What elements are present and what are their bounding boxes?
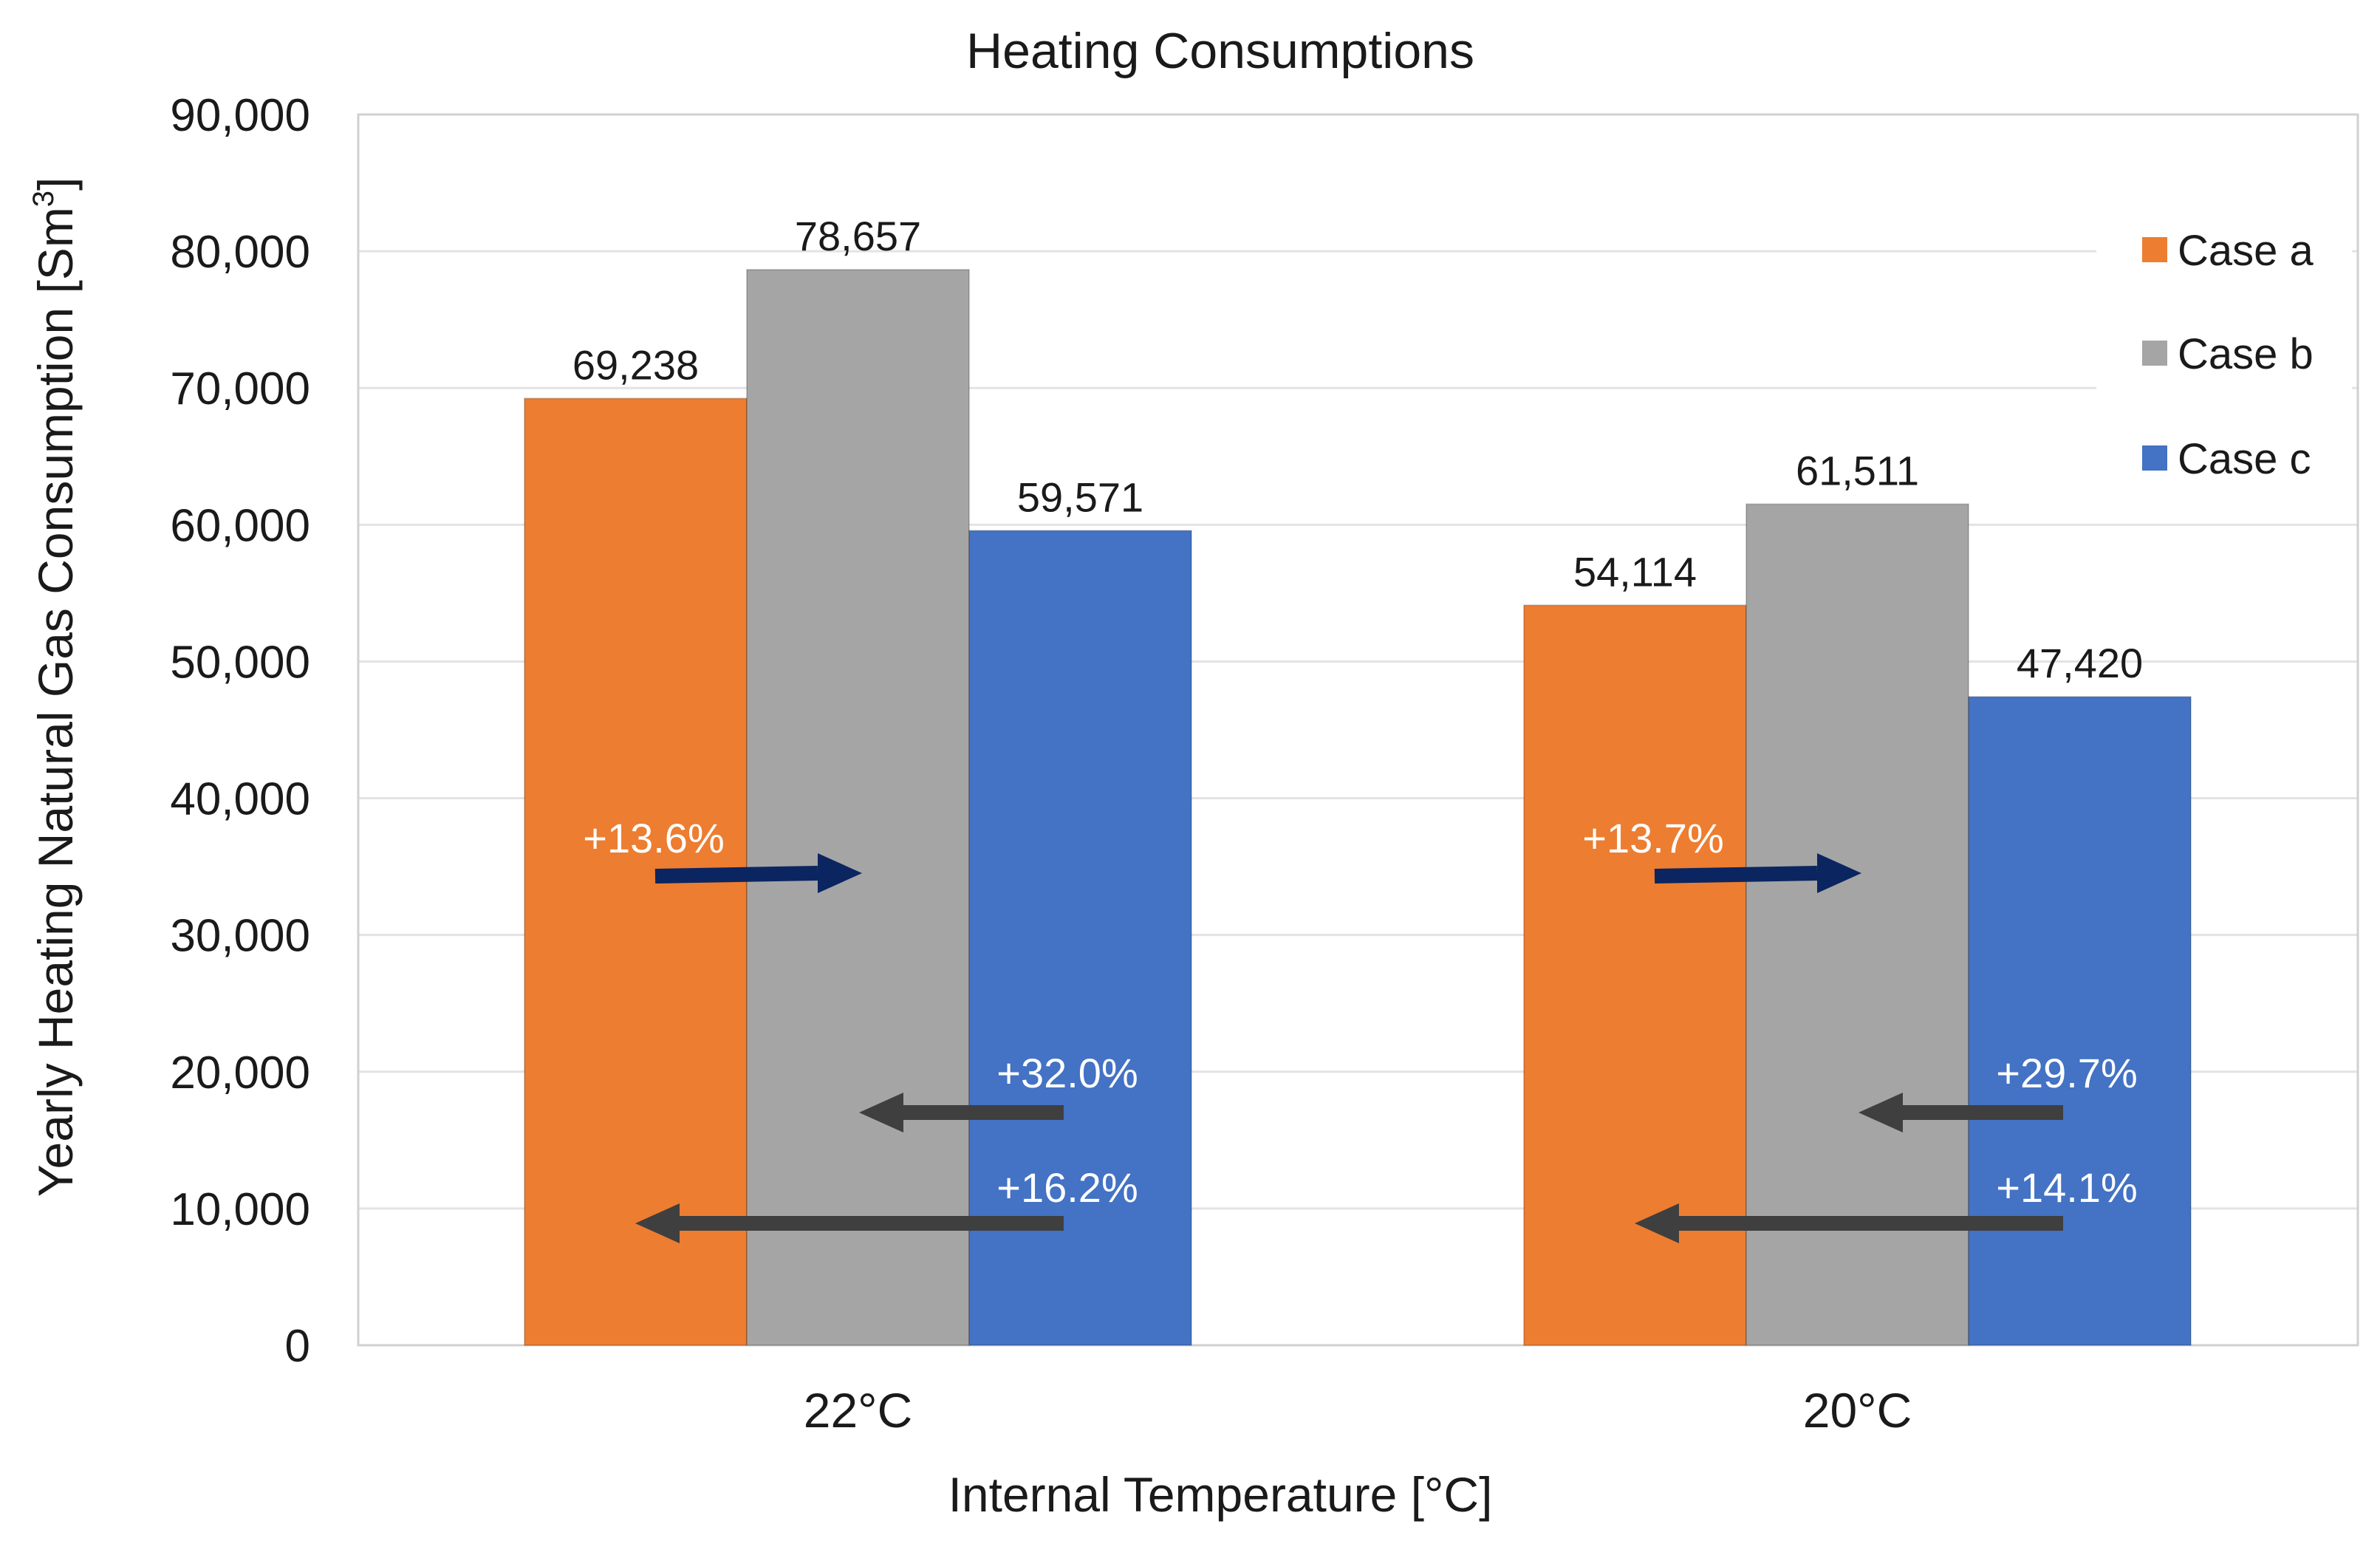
x-tick-label: 22°C <box>804 1383 912 1438</box>
y-tick-label: 80,000 <box>170 227 310 278</box>
arrow-c-to-a <box>1635 1203 2063 1243</box>
plot-area-border <box>357 113 2359 1347</box>
y-axis-title-main: Yearly Heating Natural Gas Consumption [… <box>28 207 83 1197</box>
arrow-head <box>1858 1093 1903 1132</box>
annotation-label: +16.2% <box>996 1164 1138 1211</box>
legend-swatch-case-b <box>2142 341 2167 366</box>
annotation-label: +29.7% <box>1996 1050 2138 1096</box>
chart-title: Heating Consumptions <box>966 23 1474 79</box>
annotation-label: +13.6% <box>583 815 725 861</box>
y-tick-label: 10,000 <box>170 1184 310 1235</box>
annotation-label: +14.1% <box>1996 1164 2138 1211</box>
y-tick-label: 60,000 <box>170 500 310 551</box>
y-tick-label: 20,000 <box>170 1048 310 1098</box>
data-label: 47,420 <box>2017 640 2143 686</box>
bar-case-b-22c <box>746 268 970 1346</box>
annotation-label: +32.0% <box>996 1050 1138 1096</box>
data-label: 59,571 <box>1017 474 1143 520</box>
legend-swatch-case-c <box>2142 445 2167 471</box>
legend-label-case-a: Case a <box>2178 227 2314 275</box>
x-axis-ticks: 22°C 20°C <box>804 1383 1912 1438</box>
data-label: 69,238 <box>572 341 699 388</box>
arrow-a-to-b <box>654 853 862 893</box>
y-axis-title-end: ] <box>28 177 83 191</box>
arrow-head <box>635 1203 680 1243</box>
legend: Case a Case b Case c <box>2096 216 2352 483</box>
x-axis-title: Internal Temperature [°C] <box>948 1467 1493 1522</box>
y-axis-title: Yearly Heating Natural Gas Consumption [… <box>27 177 83 1197</box>
bar-case-a-20c <box>1523 604 1747 1346</box>
y-tick-label: 40,000 <box>170 774 310 825</box>
arrow-head <box>818 853 862 893</box>
arrow-head <box>859 1093 903 1132</box>
arrow-shaft <box>1654 866 1818 884</box>
y-axis-title-superscript: 3 <box>27 191 60 207</box>
bar-case-c-20c <box>1968 696 2192 1346</box>
arrow-a-to-b <box>1654 853 1861 893</box>
arrow-shaft <box>654 866 818 884</box>
arrow-c-to-b <box>859 1093 1064 1132</box>
bar-case-c-22c <box>968 530 1192 1346</box>
legend-background <box>2096 216 2352 478</box>
data-labels: 69,238 78,657 59,571 54,114 61,511 47,420 <box>572 213 2143 686</box>
x-tick-label: 20°C <box>1803 1383 1912 1438</box>
data-label: 54,114 <box>1573 548 1697 595</box>
y-axis-ticks: 0 10,000 20,000 30,000 40,000 50,000 60,000 70,… <box>170 90 310 1372</box>
y-tick-label: 90,000 <box>170 90 310 141</box>
bar-case-b-20c <box>1745 503 1969 1346</box>
annotation-label: +13.7% <box>1582 815 1724 861</box>
arrow-head <box>1635 1203 1679 1243</box>
arrow-head <box>1817 853 1861 893</box>
y-tick-label: 70,000 <box>170 363 310 414</box>
legend-label-case-b: Case b <box>2178 330 2314 378</box>
data-label: 61,511 <box>1796 447 1919 493</box>
arrow-c-to-a <box>635 1203 1064 1243</box>
data-label: 78,657 <box>795 213 921 259</box>
legend-label-case-c: Case c <box>2178 435 2311 483</box>
legend-swatch-case-a <box>2142 237 2167 262</box>
arrow-c-to-b <box>1858 1093 2063 1132</box>
annotations: +13.6% +32.0% +16.2% +13.7% +29.7% +14.1% <box>583 815 2138 1243</box>
bars <box>524 268 2192 1347</box>
y-tick-label: 50,000 <box>170 637 310 688</box>
y-tick-label: 30,000 <box>170 911 310 962</box>
y-tick-label: 0 <box>285 1321 310 1372</box>
